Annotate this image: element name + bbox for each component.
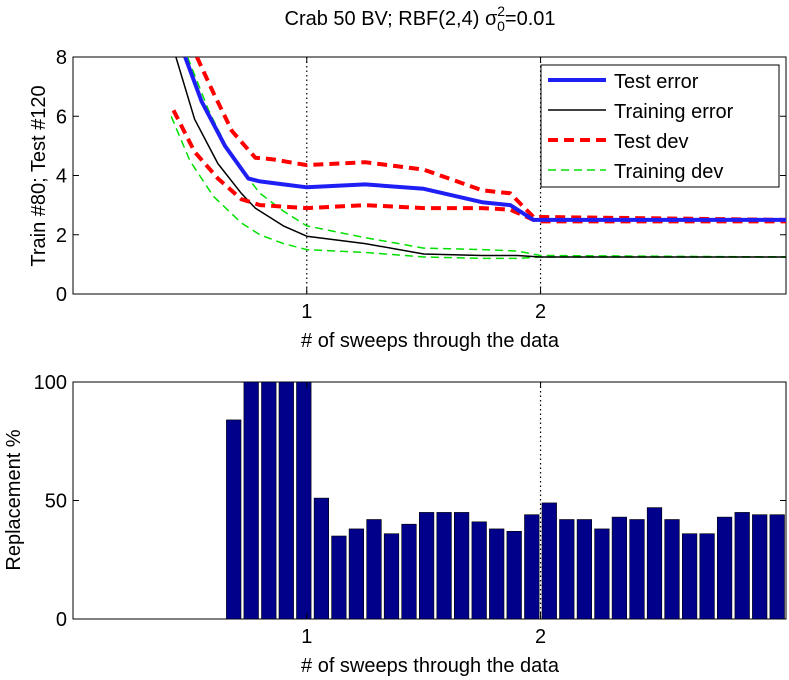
- bar: [769, 514, 785, 620]
- bar: [664, 519, 680, 620]
- line-chart-ytick-label: 6: [56, 106, 67, 128]
- legend-box: [540, 64, 780, 188]
- bar: [243, 381, 259, 620]
- line-chart-xlabel: # of sweeps through the data: [301, 330, 560, 352]
- bar: [453, 512, 470, 620]
- bar: [524, 514, 540, 620]
- legend-label-test-dev: Test dev: [614, 131, 688, 153]
- line-chart-ylabel: Train #80; Test #120: [28, 85, 50, 266]
- series-line-test-dev: [195, 57, 786, 222]
- series-line-training-error: [175, 57, 786, 258]
- line-chart-ytick-label: 0: [56, 284, 67, 306]
- bar: [559, 519, 575, 620]
- bar: [489, 528, 505, 620]
- bar: [313, 497, 330, 620]
- line-chart-ytick-label: 4: [56, 166, 67, 188]
- bar: [471, 521, 487, 620]
- legend-label-training-dev: Training dev: [614, 161, 723, 183]
- bar: [226, 419, 242, 620]
- bar-chart-ytick-label: 0: [56, 609, 67, 631]
- bar: [366, 519, 382, 620]
- bar: [348, 528, 365, 620]
- line-chart-xtick-label: 2: [535, 301, 546, 323]
- series-line-training-dev: [170, 116, 786, 260]
- bar-chart-ytick-label: 50: [45, 491, 67, 513]
- line-chart: 0 2 4 6 8 1 2 Train #80; Test #120 # of sweep…: [28, 47, 787, 352]
- bar: [576, 519, 592, 620]
- line-chart-ytick-label: 2: [56, 225, 67, 247]
- legend: Test error Training error Test dev Train…: [540, 64, 780, 188]
- bar: [541, 502, 557, 620]
- bar: [594, 528, 610, 620]
- bar-chart-xtick-label: 1: [301, 626, 312, 648]
- legend-label-test-error: Test error: [614, 71, 699, 93]
- bar: [734, 512, 750, 620]
- bar: [401, 523, 417, 620]
- legend-label-training-error: Training error: [614, 101, 734, 123]
- series-line-training-dev: [186, 57, 786, 258]
- bar-chart-xlabel: # of sweeps through the data: [301, 655, 560, 677]
- bar: [646, 507, 663, 620]
- bar: [716, 516, 733, 620]
- bar: [296, 381, 312, 620]
- bar: [418, 512, 435, 620]
- line-chart-xtick-label: 1: [301, 301, 312, 323]
- bar-chart-ytick-label: 100: [34, 372, 67, 394]
- bar-chart-xtick-label: 2: [535, 626, 546, 648]
- bar: [506, 530, 522, 620]
- bar: [383, 533, 400, 620]
- bar: [261, 381, 277, 620]
- bar: [699, 533, 715, 620]
- line-chart-ytick-label: 8: [56, 47, 67, 69]
- bar: [611, 516, 627, 620]
- bar-chart: 0 50 100 1 2 Replacement % # of sweeps thro…: [3, 372, 787, 677]
- bar: [278, 381, 294, 620]
- bar: [331, 535, 347, 620]
- bar: [752, 514, 768, 620]
- bar: [681, 533, 698, 620]
- figure-title: Crab 50 BV; RBF(2,4) σ2 0=0.01: [285, 3, 556, 34]
- bar: [436, 512, 452, 620]
- series-line-test-error: [183, 57, 786, 222]
- bar: [629, 519, 645, 620]
- bar-chart-ylabel: Replacement %: [3, 429, 25, 570]
